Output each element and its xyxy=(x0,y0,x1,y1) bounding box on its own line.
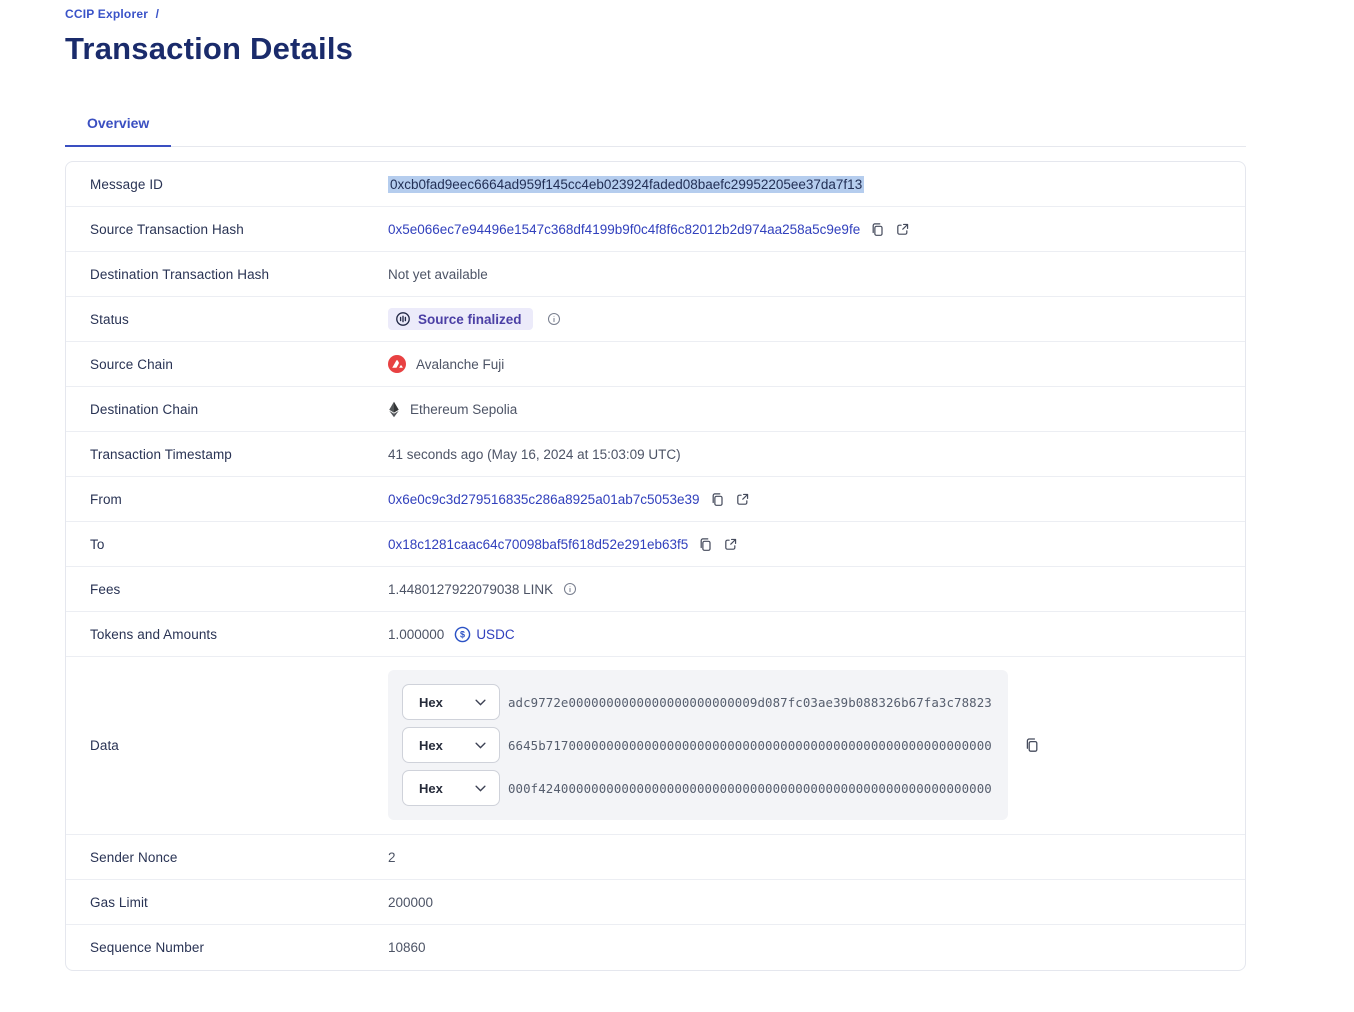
data-format-label: Hex xyxy=(419,694,443,710)
chevron-down-icon xyxy=(475,699,486,706)
table-row-status: Status Source finalized xyxy=(66,297,1245,342)
external-link-icon[interactable] xyxy=(895,222,910,237)
row-label: To xyxy=(90,536,105,552)
row-label: Source Transaction Hash xyxy=(90,221,244,237)
source-chain-name: Avalanche Fuji xyxy=(416,356,505,372)
ethereum-icon xyxy=(389,401,399,417)
table-row-to: To 0x18c1281caac64c70098baf5f618d52e291e… xyxy=(66,522,1245,567)
row-label: Data xyxy=(90,737,119,753)
copy-icon[interactable] xyxy=(698,537,713,552)
row-label: Gas Limit xyxy=(90,894,148,910)
table-row-sequence-number: Sequence Number 10860 xyxy=(66,925,1245,970)
usdc-token-link[interactable]: $ USDC xyxy=(454,626,515,643)
data-line: Hex adc9772e0000000000000000000000009d08… xyxy=(402,684,994,720)
message-id-value: 0xcb0fad9eec6664ad959f145cc4eb023924fade… xyxy=(388,175,865,193)
table-row-data: Data Hex adc9772e00000000000000000000000… xyxy=(66,657,1245,835)
row-label: Destination Chain xyxy=(90,401,199,417)
data-line: Hex 6645b7170000000000000000000000000000… xyxy=(402,727,994,763)
row-label: Transaction Timestamp xyxy=(90,446,232,462)
dest-tx-hash-value: Not yet available xyxy=(388,266,488,282)
breadcrumb-link-ccip-explorer[interactable]: CCIP Explorer xyxy=(65,7,149,21)
data-format-select[interactable]: Hex xyxy=(402,770,500,806)
row-label: Source Chain xyxy=(90,356,173,372)
table-row-message-id: Message ID 0xcb0fad9eec6664ad959f145cc4e… xyxy=(66,162,1245,207)
token-symbol: USDC xyxy=(476,626,515,642)
usdc-icon: $ xyxy=(455,626,471,642)
row-label: From xyxy=(90,491,122,507)
row-label: Sequence Number xyxy=(90,940,205,955)
table-row-tokens-amounts: Tokens and Amounts 1.000000 $ USDC xyxy=(66,612,1245,657)
tab-bar: Overview xyxy=(65,115,1246,147)
details-table: Message ID 0xcb0fad9eec6664ad959f145cc4e… xyxy=(65,161,1246,971)
data-format-select[interactable]: Hex xyxy=(402,684,500,720)
row-label: Tokens and Amounts xyxy=(90,626,218,642)
breadcrumb-separator: / xyxy=(155,7,160,21)
sender-nonce-value: 2 xyxy=(388,849,396,865)
copy-icon[interactable] xyxy=(870,222,885,237)
status-info-icon[interactable] xyxy=(547,312,561,326)
row-label: Message ID xyxy=(90,176,164,192)
source-tx-hash-link[interactable]: 0x5e066ec7e94496e1547c368df4199b9f0c4f8f… xyxy=(388,221,861,237)
table-row-fees: Fees 1.4480127922079038 LINK xyxy=(66,567,1245,612)
table-row-gas-limit: Gas Limit 200000 xyxy=(66,880,1245,925)
data-box: Hex adc9772e0000000000000000000000009d08… xyxy=(388,670,1008,820)
transaction-details-page: CCIP Explorer / Transaction Details Over… xyxy=(65,7,1246,971)
data-format-label: Hex xyxy=(419,737,443,753)
data-hex-value: 6645b71700000000000000000000000000000000… xyxy=(508,737,992,753)
row-label: Sender Nonce xyxy=(90,849,178,865)
fees-info-icon[interactable] xyxy=(563,582,577,596)
tab-overview-label: Overview xyxy=(87,115,150,131)
svg-text:$: $ xyxy=(460,629,465,639)
from-address-link[interactable]: 0x6e0c9c3d279516835c286a8925a01ab7c5053e… xyxy=(388,491,700,507)
external-link-icon[interactable] xyxy=(723,537,738,552)
data-format-select[interactable]: Hex xyxy=(402,727,500,763)
message-id-text[interactable]: 0xcb0fad9eec6664ad959f145cc4eb023924fade… xyxy=(388,175,865,193)
table-row-sender-nonce: Sender Nonce 2 xyxy=(66,835,1245,880)
data-hex-value: 000f424000000000000000000000000000000000… xyxy=(508,780,992,796)
token-amount: 1.000000 xyxy=(388,626,445,642)
table-row-source-chain: Source Chain Avalanche Fuji xyxy=(66,342,1245,387)
breadcrumb: CCIP Explorer / xyxy=(65,7,1246,21)
table-row-timestamp: Transaction Timestamp 41 seconds ago (Ma… xyxy=(66,432,1245,477)
avalanche-icon xyxy=(388,355,406,373)
table-row-source-tx-hash: Source Transaction Hash 0x5e066ec7e94496… xyxy=(66,207,1245,252)
data-copy-icon[interactable] xyxy=(1024,737,1040,753)
page-title: Transaction Details xyxy=(65,31,354,66)
table-row-destination-chain: Destination Chain Ethereum Sepolia xyxy=(66,387,1245,432)
row-label: Fees xyxy=(90,581,121,597)
row-label: Status xyxy=(90,311,129,327)
row-label: Destination Transaction Hash xyxy=(90,266,270,282)
data-format-label: Hex xyxy=(419,780,443,796)
to-address-link[interactable]: 0x18c1281caac64c70098baf5f618d52e291eb63… xyxy=(388,536,689,552)
timestamp-value: 41 seconds ago (May 16, 2024 at 15:03:09… xyxy=(388,446,681,462)
data-hex-value: adc9772e0000000000000000000000009d087fc0… xyxy=(508,694,992,710)
copy-icon[interactable] xyxy=(710,492,725,507)
tab-overview[interactable]: Overview xyxy=(65,115,172,147)
gas-limit-value: 200000 xyxy=(388,894,434,910)
fees-value: 1.4480127922079038 LINK xyxy=(388,581,554,597)
sequence-number-value: 10860 xyxy=(388,940,426,955)
chevron-down-icon xyxy=(475,742,486,749)
destination-chain-name: Ethereum Sepolia xyxy=(410,401,518,417)
status-badge-label: Source finalized xyxy=(418,311,522,327)
chevron-down-icon xyxy=(475,785,486,792)
table-row-dest-tx-hash: Destination Transaction Hash Not yet ava… xyxy=(66,252,1245,297)
status-badge: Source finalized xyxy=(388,308,533,330)
external-link-icon[interactable] xyxy=(735,492,750,507)
source-finalized-icon xyxy=(396,312,410,326)
table-row-from: From 0x6e0c9c3d279516835c286a8925a01ab7c… xyxy=(66,477,1245,522)
data-line: Hex 000f42400000000000000000000000000000… xyxy=(402,770,994,806)
